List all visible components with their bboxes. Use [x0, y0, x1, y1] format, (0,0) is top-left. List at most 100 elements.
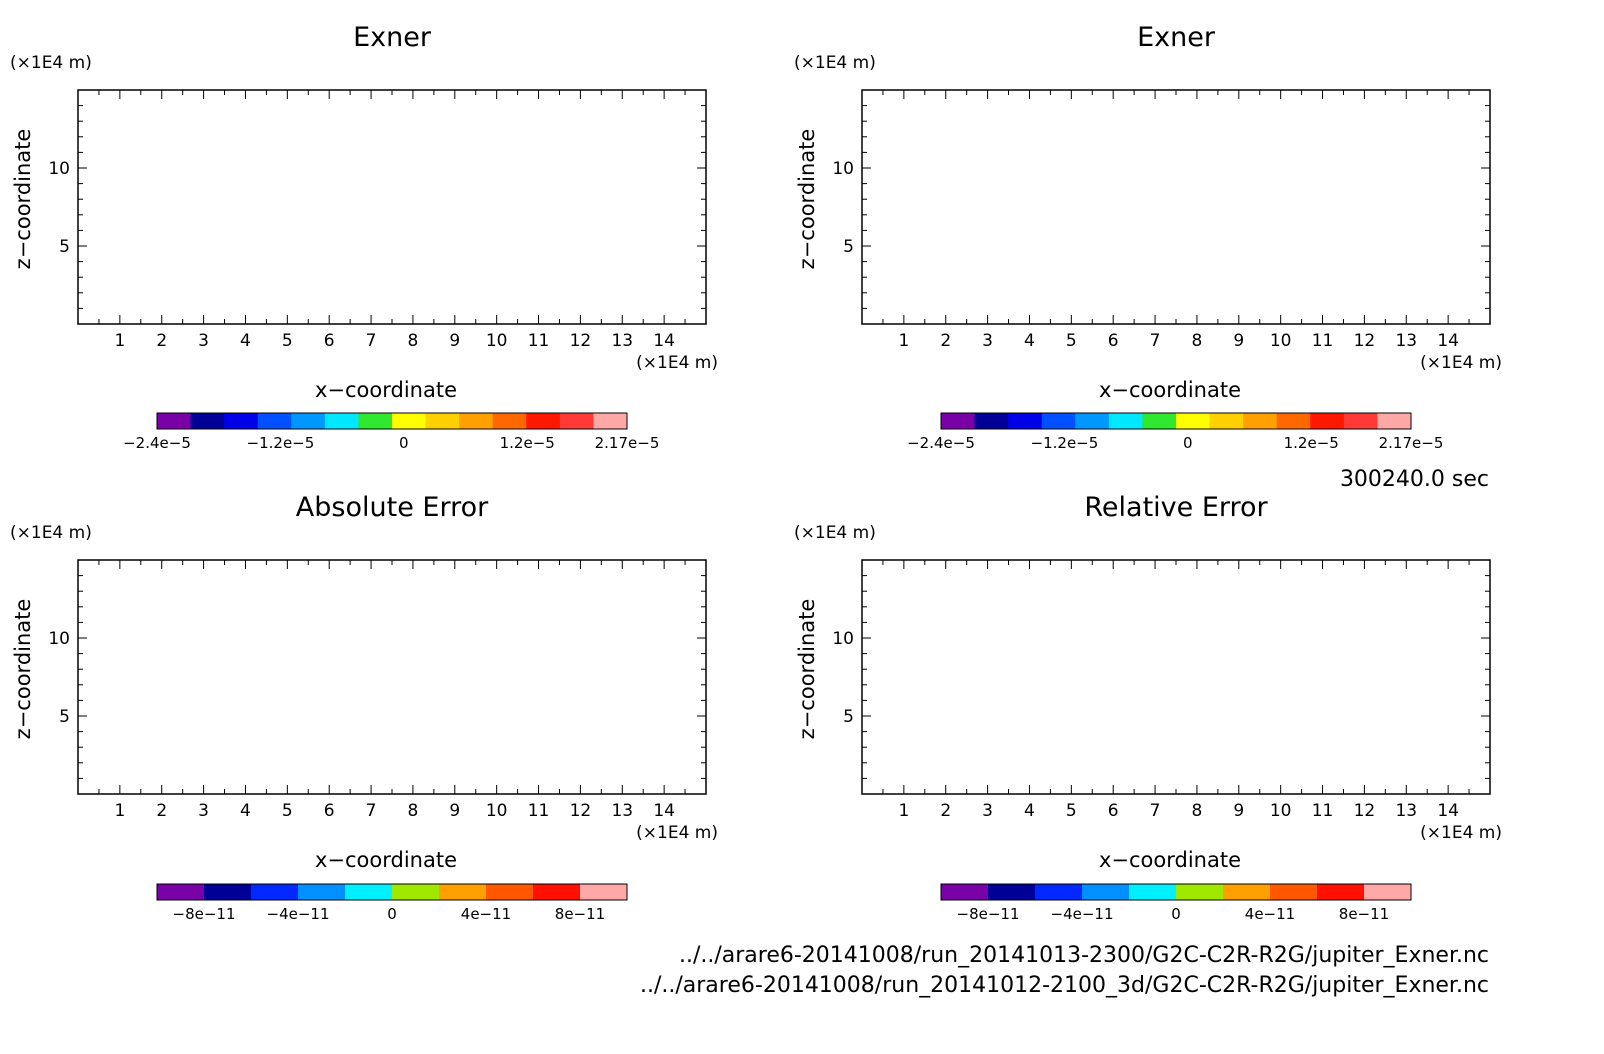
panel-2-colorbar-swatch [1343, 413, 1378, 429]
panel-2-x-tick-label: 5 [1066, 331, 1077, 351]
panel-3-colorbar-frame [156, 883, 628, 901]
panel-1-colorbar-tick-label: −2.4e−5 [123, 434, 191, 452]
panel-2-colorbar-tick-label: 2.17e−5 [1379, 434, 1444, 452]
panel-1-colorbar-tick-label: 2.17e−5 [595, 434, 660, 452]
panel-3-y-unit: (×1E4 m) [10, 523, 92, 543]
panel-3-colorbar-tick-label: 8e−11 [555, 905, 605, 923]
panel-1-x-tick-label: 3 [198, 331, 209, 351]
panel-2-colorbar-swatch [1108, 413, 1143, 429]
panel-3-x-tick-label: 3 [198, 801, 209, 821]
panel-1-x-axis-label: x−coordinate [315, 378, 457, 402]
panel-1-y-unit: (×1E4 m) [10, 53, 92, 73]
panel-1-x-tick-label: 2 [156, 331, 167, 351]
panel-1-x-tick-label: 9 [449, 331, 460, 351]
panel-1-colorbar-swatch [593, 413, 628, 429]
file-path-2: ../../arare6-20141008/run_20141012-2100_… [640, 973, 1489, 998]
panel-2-colorbar-tick-label: −1.2e−5 [1031, 434, 1099, 452]
panel-1-colorbar-tick-label: −1.2e−5 [247, 434, 315, 452]
panel-2-x-tick-label: 3 [982, 331, 993, 351]
panel-4-y-axis-label: z−coordinate [795, 599, 819, 740]
panel-3-colorbar-swatch [345, 884, 393, 900]
panel-4-colorbar-frame [940, 883, 1412, 901]
panel-1-colorbar-swatch [559, 413, 594, 429]
panel-1-x-tick-label: 4 [240, 331, 251, 351]
panel-2-colorbar-swatch [941, 413, 976, 429]
panel-2-x-tick-label: 13 [1395, 331, 1417, 351]
panel-1-y-tick-label: 10 [48, 159, 70, 179]
panel-2-colorbar-swatch [1276, 413, 1311, 429]
panel-1-x-tick-label: 8 [408, 331, 419, 351]
panel-4-x-tick-label: 9 [1233, 801, 1244, 821]
panel-1-colorbar-swatch [257, 413, 292, 429]
panel-2-x-tick-label: 10 [1270, 331, 1292, 351]
panel-4-colorbar-swatch [1364, 884, 1412, 900]
panel-3-x-tick-label: 1 [114, 801, 125, 821]
panel-3-colorbar-tick-label: 4e−11 [461, 905, 511, 923]
panel-2-x-tick-label: 6 [1108, 331, 1119, 351]
panel-1-x-unit: (×1E4 m) [636, 353, 718, 373]
panel-4-colorbar-tick-label: 0 [1171, 905, 1181, 923]
panel-4-plot-frame [861, 559, 1491, 795]
panel-3-x-tick-label: 7 [366, 801, 377, 821]
panel-4-x-tick-label: 5 [1066, 801, 1077, 821]
panel-2-x-axis-label: x−coordinate [1099, 378, 1241, 402]
panel-1-colorbar-swatch [425, 413, 460, 429]
panel-4-y-tick-label: 5 [843, 707, 854, 727]
panel-2-colorbar-swatch [1377, 413, 1412, 429]
panel-3-x-tick-label: 10 [486, 801, 508, 821]
panel-4-colorbar-swatch [1176, 884, 1224, 900]
panel-2-x-tick-label: 11 [1312, 331, 1334, 351]
panel-3-colorbar-swatch [486, 884, 534, 900]
panel-1-colorbar-swatch [526, 413, 561, 429]
panel-1-colorbar-swatch [224, 413, 259, 429]
panel-1-colorbar-swatch [157, 413, 192, 429]
panel-3-colorbar-tick-label: −4e−11 [267, 905, 330, 923]
panel-2-x-tick-label: 12 [1354, 331, 1376, 351]
panel-4-y-tick-label: 10 [832, 629, 854, 649]
panel-4-x-axis-label: x−coordinate [1099, 848, 1241, 872]
panel-3-x-tick-label: 6 [324, 801, 335, 821]
panel-3-x-tick-label: 13 [611, 801, 633, 821]
panel-3-colorbar-tick-label: 0 [387, 905, 397, 923]
panel-1-colorbar-swatch [492, 413, 527, 429]
panel-4-colorbar-swatch [1270, 884, 1318, 900]
panel-1-plot-frame [77, 89, 707, 325]
panel-4-x-tick-label: 1 [898, 801, 909, 821]
panel-4-x-tick-label: 6 [1108, 801, 1119, 821]
panel-2-x-tick-label: 9 [1233, 331, 1244, 351]
panel-3-x-tick-label: 14 [653, 801, 675, 821]
panel-3-x-tick-label: 9 [449, 801, 460, 821]
panel-2-colorbar-swatch [1243, 413, 1278, 429]
panel-2-colorbar-swatch [1041, 413, 1076, 429]
panel-2-colorbar-frame [940, 412, 1412, 430]
panel-4-x-tick-label: 8 [1192, 801, 1203, 821]
panel-4-x-tick-label: 3 [982, 801, 993, 821]
panel-2-y-tick-label: 10 [832, 159, 854, 179]
panel-1-y-axis-label: z−coordinate [11, 129, 35, 270]
panel-3-colorbar-swatch [298, 884, 346, 900]
panel-1-y-tick-label: 5 [59, 237, 70, 257]
time-label: 300240.0 sec [1340, 467, 1489, 492]
panel-4-colorbar-tick-label: −4e−11 [1051, 905, 1114, 923]
panel-2-x-tick-label: 14 [1437, 331, 1459, 351]
panel-3-colorbar-tick-label: −8e−11 [173, 905, 236, 923]
panel-4-x-tick-label: 13 [1395, 801, 1417, 821]
panel-2-x-tick-label: 4 [1024, 331, 1035, 351]
panel-2-x-unit: (×1E4 m) [1420, 353, 1502, 373]
panel-4-x-tick-label: 2 [940, 801, 951, 821]
panel-title-exner-left: Exner [353, 22, 432, 53]
panel-1-colorbar-swatch [392, 413, 427, 429]
panel-2-colorbar-swatch [1008, 413, 1043, 429]
panel-title-relative-error: Relative Error [1084, 492, 1268, 523]
panel-4-colorbar-swatch [1317, 884, 1365, 900]
panel-2-x-tick-label: 2 [940, 331, 951, 351]
panel-4-x-tick-label: 10 [1270, 801, 1292, 821]
panel-3-colorbar-swatch [439, 884, 487, 900]
panel-1-x-tick-label: 12 [570, 331, 592, 351]
panel-2-colorbar-swatch [1176, 413, 1211, 429]
panel-1-x-tick-label: 1 [114, 331, 125, 351]
panel-4-colorbar-tick-label: 8e−11 [1339, 905, 1389, 923]
panel-4-x-tick-label: 4 [1024, 801, 1035, 821]
panel-3-colorbar-swatch [580, 884, 628, 900]
panel-3-x-tick-label: 11 [528, 801, 550, 821]
